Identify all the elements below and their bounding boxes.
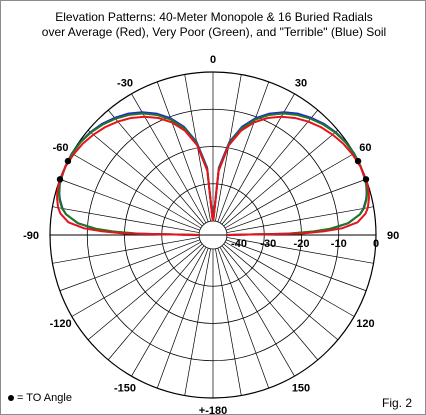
chart-title-line-1: Elevation Patterns: 40-Meter Monopole & …	[55, 10, 373, 24]
grid-ring	[86, 108, 340, 362]
angle-tick-label: 120	[356, 318, 374, 330]
radial-labels: 0 -10 -20 -30 -40	[231, 238, 379, 250]
to-angle-markers	[56, 157, 370, 183]
pattern-line-very_poor	[212, 112, 369, 236]
to-angle-marker	[56, 176, 64, 183]
pattern-line-terrible	[58, 111, 214, 236]
radial-tick-label: -30	[260, 238, 276, 250]
angle-tick-label: -60	[53, 142, 69, 154]
chart-title-line-2: over Average (Red), Very Poor (Green), a…	[41, 25, 387, 39]
legend: = TO Angle	[8, 392, 72, 404]
legend-label: = TO Angle	[17, 392, 72, 404]
figure-label: Fig. 2	[381, 396, 412, 410]
pattern-line-average	[56, 115, 214, 236]
to-angle-marker	[64, 157, 72, 165]
angle-tick-label: 0	[210, 54, 216, 66]
angle-tick-label: 30	[295, 78, 307, 90]
angle-tick-label: +-180	[199, 405, 227, 415]
angle-tick-label: -30	[117, 78, 133, 90]
grid-ring	[49, 71, 377, 399]
radial-tick-label: -10	[331, 238, 347, 250]
angle-tick-label: -150	[114, 382, 136, 394]
radial-tick-label: -40	[231, 238, 247, 250]
pattern-series	[56, 111, 370, 236]
angle-tick-label: -90	[23, 230, 39, 242]
angle-tick-label: -120	[50, 318, 72, 330]
angle-tick-label: 90	[387, 230, 399, 242]
radial-tick-label: -20	[294, 238, 310, 250]
pattern-line-very_poor	[57, 112, 214, 236]
radial-tick-label: 0	[373, 238, 379, 250]
angle-labels: 0 30 60 90 120 150 +-180 -150 -120 -90 -60 -30	[23, 54, 399, 415]
angle-tick-label: 60	[359, 142, 371, 154]
to-angle-marker	[354, 157, 362, 165]
to-angle-marker-icon	[8, 395, 14, 401]
pattern-line-terrible	[212, 111, 368, 236]
pattern-line-average	[212, 115, 370, 236]
grid-ring	[124, 146, 302, 324]
angle-tick-label: 150	[292, 382, 310, 394]
polar-grid	[49, 71, 377, 399]
to-angle-marker	[362, 176, 370, 183]
